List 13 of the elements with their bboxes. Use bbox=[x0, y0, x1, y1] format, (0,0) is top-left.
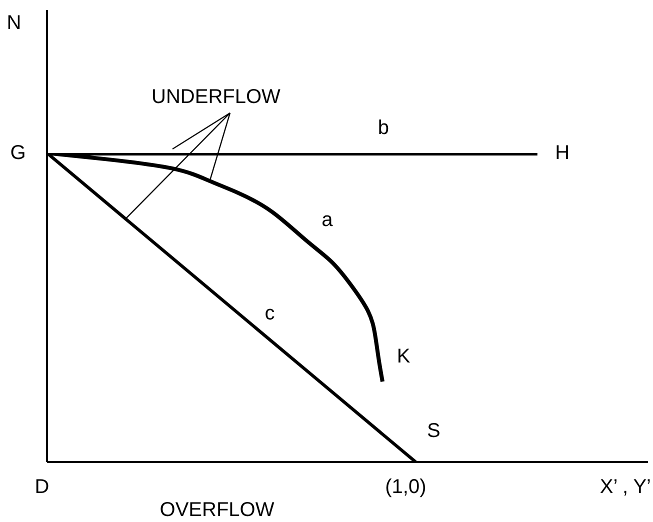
text: N bbox=[6, 12, 22, 34]
annotation: K bbox=[396, 346, 411, 368]
x-axis-title: X’ , Y’ bbox=[600, 476, 651, 498]
annotation: S bbox=[427, 420, 440, 442]
annotation: H bbox=[555, 142, 570, 164]
text: UNDERFLOW bbox=[152, 86, 281, 108]
series-label: c bbox=[264, 302, 275, 325]
text: OVERFLOW bbox=[160, 499, 274, 521]
text: (1,0) bbox=[385, 476, 426, 498]
text: D bbox=[34, 476, 50, 498]
series-label: b bbox=[378, 117, 389, 139]
text: G bbox=[10, 142, 26, 164]
series-label: a bbox=[322, 209, 334, 232]
